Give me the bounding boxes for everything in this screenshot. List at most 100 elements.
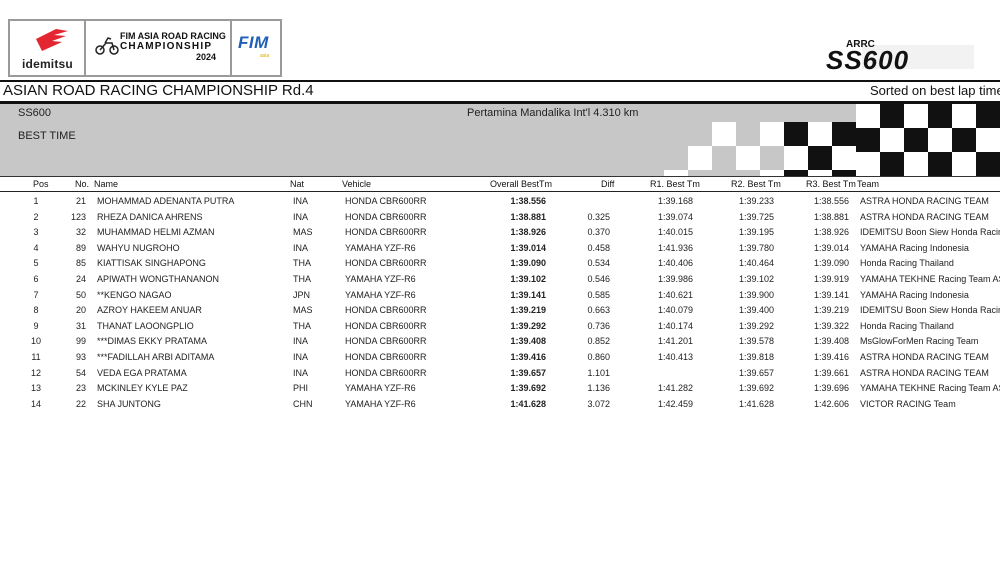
cell-r1-best: 1:39.074 bbox=[657, 211, 693, 222]
cell-overall-best: 1:39.090 bbox=[510, 258, 546, 269]
cell-diff: 0.458 bbox=[587, 242, 610, 253]
cell-vehicle: HONDA CBR600RR bbox=[345, 367, 427, 378]
cell-pos: 1 bbox=[33, 196, 39, 206]
cell-overall-best: 1:39.692 bbox=[510, 383, 546, 394]
cell-overall-best: 1:39.416 bbox=[510, 352, 546, 362]
cell-r1-best: 1:41.282 bbox=[657, 383, 693, 394]
cell-r3-best: 1:38.881 bbox=[813, 211, 849, 222]
cell-r1-best: 1:40.174 bbox=[657, 320, 693, 331]
cell-name: ***FADILLAH ARBI ADITAMA bbox=[97, 352, 215, 362]
sort-note: Sorted on best lap time bbox=[870, 83, 1000, 98]
col-header-team: Team bbox=[857, 179, 880, 189]
cell-nat: THA bbox=[293, 274, 311, 284]
cell-r1-best: 1:42.459 bbox=[657, 398, 693, 409]
col-header-r3: R3. Best Tm bbox=[806, 179, 856, 189]
cell-no: 22 bbox=[75, 398, 86, 409]
cell-pos: 13 bbox=[30, 383, 41, 394]
cell-r2-best: 1:41.628 bbox=[738, 398, 774, 409]
cell-name: MUHAMMAD HELMI AZMAN bbox=[97, 227, 215, 238]
cell-nat: JPN bbox=[293, 289, 311, 300]
cell-r3-best: 1:39.141 bbox=[813, 289, 849, 300]
cell-name: APIWATH WONGTHANANON bbox=[97, 274, 219, 284]
motorcycle-rider-icon bbox=[95, 37, 119, 55]
cell-r1-best: 1:39.168 bbox=[657, 196, 693, 206]
cell-pos: 12 bbox=[30, 367, 41, 378]
col-header-pos: Pos bbox=[33, 179, 49, 189]
cell-name: AZROY HAKEEM ANUAR bbox=[97, 305, 202, 316]
cell-team: ASTRA HONDA RACING TEAM bbox=[860, 196, 989, 206]
cell-overall-best: 1:39.657 bbox=[510, 367, 546, 378]
cell-diff: 0.663 bbox=[587, 305, 610, 316]
cell-r2-best: 1:39.780 bbox=[738, 242, 774, 253]
cell-nat: INA bbox=[293, 352, 309, 362]
divider bbox=[0, 80, 1000, 82]
cell-no: 24 bbox=[75, 274, 86, 284]
fim-logo: FIM bbox=[238, 33, 269, 52]
cell-overall-best: 1:38.926 bbox=[510, 227, 546, 238]
cell-diff: 0.852 bbox=[587, 336, 610, 347]
cell-overall-best: 1:39.219 bbox=[510, 305, 546, 316]
cell-no: 31 bbox=[75, 320, 86, 331]
cell-r3-best: 1:39.919 bbox=[813, 274, 849, 284]
cell-r1-best: 1:40.079 bbox=[657, 305, 693, 316]
cell-diff: 0.325 bbox=[587, 211, 610, 222]
col-header-r2: R2. Best Tm bbox=[731, 179, 781, 189]
cell-pos: 7 bbox=[33, 289, 39, 300]
cell-r2-best: 1:39.900 bbox=[738, 289, 774, 300]
cell-vehicle: YAMAHA YZF-R6 bbox=[345, 242, 416, 253]
cell-name: WAHYU NUGROHO bbox=[97, 242, 180, 253]
cell-r1-best: 1:39.986 bbox=[657, 274, 693, 284]
checkered-flag-graphic bbox=[640, 104, 1000, 176]
cell-nat: THA bbox=[293, 258, 311, 269]
cell-r2-best: 1:39.400 bbox=[738, 305, 774, 316]
cell-team: YAMAHA TEKHNE Racing Team ASIA bbox=[860, 383, 1000, 394]
fim-logo-sub: asia bbox=[260, 53, 270, 59]
cell-team: IDEMITSU Boon Siew Honda Racing bbox=[860, 305, 1000, 316]
cell-diff: 0.736 bbox=[587, 320, 610, 331]
col-header-name: Name bbox=[94, 179, 119, 189]
cell-pos: 9 bbox=[33, 320, 39, 331]
cell-team: VICTOR RACING Team bbox=[860, 398, 956, 409]
class-logo: ARRC SS600 bbox=[826, 39, 974, 71]
cell-r1-best: 1:40.406 bbox=[657, 258, 693, 269]
cell-diff: 0.585 bbox=[587, 289, 610, 300]
circuit-name: Pertamina Mandalika Int'l 4.310 km bbox=[467, 107, 639, 119]
divider bbox=[0, 191, 1000, 192]
cell-nat: INA bbox=[293, 336, 309, 347]
cell-r1-best: 1:40.413 bbox=[657, 352, 693, 362]
cell-nat: INA bbox=[293, 211, 309, 222]
cell-pos: 5 bbox=[33, 258, 39, 269]
logo-divider bbox=[84, 21, 86, 75]
class-logo-top: ARRC bbox=[846, 39, 875, 50]
cell-team: ASTRA HONDA RACING TEAM bbox=[860, 352, 989, 362]
page-title: ASIAN ROAD RACING CHAMPIONSHIP Rd.4 bbox=[3, 82, 314, 99]
cell-team: YAMAHA TEKHNE Racing Team ASIA bbox=[860, 274, 1000, 284]
cell-no: 23 bbox=[75, 383, 86, 394]
series-logo-line1: FIM ASIA ROAD RACING bbox=[120, 31, 226, 41]
series-logo-year: 2024 bbox=[196, 52, 217, 62]
cell-vehicle: HONDA CBR600RR bbox=[345, 320, 427, 331]
cell-diff: 0.534 bbox=[587, 258, 610, 269]
divider bbox=[0, 176, 1000, 177]
cell-diff: 1.101 bbox=[587, 367, 610, 378]
cell-nat: INA bbox=[293, 242, 309, 253]
divider bbox=[0, 101, 1000, 104]
sponsor-logo-text: idemitsu bbox=[22, 57, 73, 71]
cell-r3-best: 1:39.219 bbox=[813, 305, 849, 316]
cell-vehicle: YAMAHA YZF-R6 bbox=[345, 274, 416, 284]
class-logo-main: SS600 bbox=[826, 45, 909, 71]
cell-r2-best: 1:39.102 bbox=[738, 274, 774, 284]
cell-r3-best: 1:39.322 bbox=[813, 320, 849, 331]
cell-r1-best: 1:41.936 bbox=[657, 242, 693, 253]
cell-no: 89 bbox=[75, 242, 86, 253]
cell-vehicle: HONDA CBR600RR bbox=[345, 305, 427, 316]
cell-r1-best: 1:40.621 bbox=[657, 289, 693, 300]
cell-nat: INA bbox=[293, 196, 309, 206]
col-header-overall: Overall BestTm bbox=[490, 179, 553, 189]
cell-r2-best: 1:39.292 bbox=[738, 320, 774, 331]
col-header-vehicle: Vehicle bbox=[342, 179, 372, 189]
cell-name: KIATTISAK SINGHAPONG bbox=[97, 258, 206, 269]
cell-r3-best: 1:39.661 bbox=[813, 367, 849, 378]
cell-name: VEDA EGA PRATAMA bbox=[97, 367, 187, 378]
cell-r2-best: 1:40.464 bbox=[738, 258, 774, 269]
